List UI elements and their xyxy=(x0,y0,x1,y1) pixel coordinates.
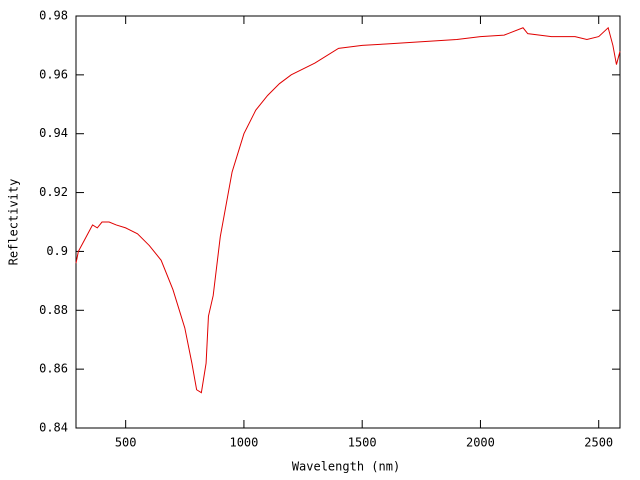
y-tick-label: 0.84 xyxy=(39,421,68,435)
plot-frame xyxy=(75,15,621,429)
y-tick-label: 0.96 xyxy=(39,67,68,81)
y-tick-label: 0.9 xyxy=(46,244,68,258)
y-tick-label: 0.98 xyxy=(39,9,68,23)
x-tick-label: 2000 xyxy=(466,436,495,450)
y-tick-label: 0.88 xyxy=(39,303,68,317)
x-tick-label: 2500 xyxy=(584,436,613,450)
y-tick-label: 0.86 xyxy=(39,362,68,376)
x-tick-label: 1000 xyxy=(229,436,258,450)
x-tick-label: 500 xyxy=(115,436,137,450)
data-line xyxy=(75,26,621,394)
y-tick-label: 0.94 xyxy=(39,126,68,140)
y-axis-label: Reflectivity xyxy=(7,179,21,266)
x-axis-label: Wavelength (nm) xyxy=(292,460,400,474)
x-tick-label: 1500 xyxy=(348,436,377,450)
y-tick-label: 0.92 xyxy=(39,185,68,199)
